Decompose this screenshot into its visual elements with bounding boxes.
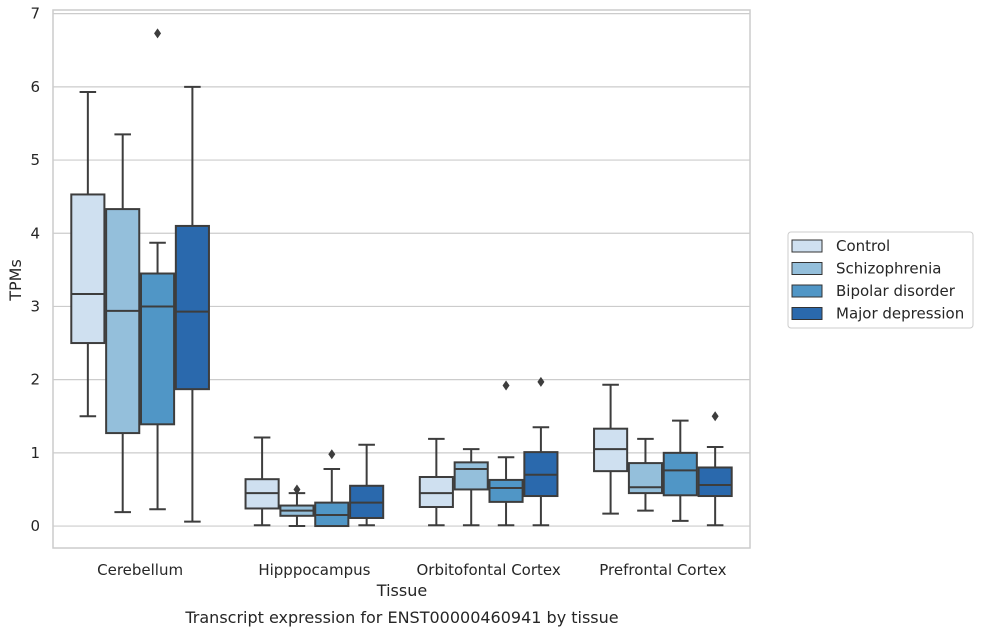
- x-tick-label: Hipppocampus: [258, 561, 370, 579]
- legend-label: Control: [836, 237, 890, 255]
- box-iqr: [488, 478, 524, 503]
- legend-swatch: [791, 239, 823, 253]
- outlier-point: [154, 28, 162, 39]
- box-3-1: [349, 443, 385, 527]
- y-tick-label: 4: [30, 224, 40, 242]
- box-1-3: [627, 437, 664, 512]
- box-2-3: [662, 419, 698, 522]
- box-3-0: [174, 85, 210, 523]
- box-2-1: [314, 449, 350, 528]
- box-iqr: [139, 272, 176, 426]
- y-axis-label: TPMs: [6, 259, 25, 302]
- legend-label: Bipolar disorder: [836, 282, 956, 300]
- box-iqr: [662, 451, 698, 497]
- legend-frame: [787, 231, 974, 329]
- box-0-2: [418, 437, 454, 527]
- legend-swatch: [791, 307, 823, 320]
- box-3-2: [523, 376, 559, 527]
- outlier-point: [293, 484, 301, 495]
- outlier-point: [328, 449, 336, 460]
- boxes: [70, 28, 733, 528]
- plot-frame: [52, 9, 751, 549]
- box-0-1: [244, 436, 280, 527]
- legend-label: Schizophrenia: [836, 260, 941, 278]
- box-0-3: [593, 383, 629, 515]
- box-0-0: [70, 90, 106, 418]
- box-2-2: [488, 380, 524, 527]
- chart-caption: Transcript expression for ENST0000046094…: [184, 608, 618, 627]
- legend: Control Schizophrenia Bipolar disorder Majo…: [787, 231, 974, 329]
- box-2-0: [139, 28, 176, 511]
- y-tick-labels: 0 1 2 3 4 5 6 7: [30, 5, 40, 535]
- box-1-2: [453, 448, 489, 527]
- box-1-1: [279, 484, 315, 528]
- outlier-point: [537, 376, 545, 387]
- y-tick-label: 7: [30, 5, 40, 23]
- box-iqr: [105, 208, 141, 435]
- box-iqr: [453, 461, 489, 491]
- box-1-0: [105, 133, 141, 514]
- box-iqr: [174, 224, 210, 391]
- x-tick-label: Prefrontal Cortex: [599, 561, 726, 579]
- y-tick-label: 3: [30, 297, 40, 315]
- outlier-point: [502, 380, 510, 391]
- x-axis-label: Tissue: [376, 581, 427, 600]
- box-iqr: [697, 466, 733, 498]
- x-tick-labels: Cerebellum Hipppocampus Orbitofontal Corte…: [97, 561, 726, 579]
- x-tick-label: Cerebellum: [97, 561, 183, 579]
- box-iqr: [418, 475, 454, 509]
- y-tick-label: 5: [30, 151, 40, 169]
- y-tick-label: 2: [30, 371, 40, 389]
- y-tick-label: 0: [30, 517, 40, 535]
- outlier-point: [711, 411, 719, 422]
- x-tick-label: Orbitofontal Cortex: [417, 561, 561, 579]
- legend-swatch: [791, 284, 823, 298]
- box-iqr: [627, 462, 664, 495]
- legend-label: Major depression: [836, 305, 964, 323]
- box-iqr: [70, 193, 106, 345]
- y-tick-label: 1: [30, 444, 40, 462]
- y-tick-label: 6: [30, 78, 40, 96]
- box-3-3: [697, 411, 733, 527]
- legend-swatch: [791, 262, 823, 275]
